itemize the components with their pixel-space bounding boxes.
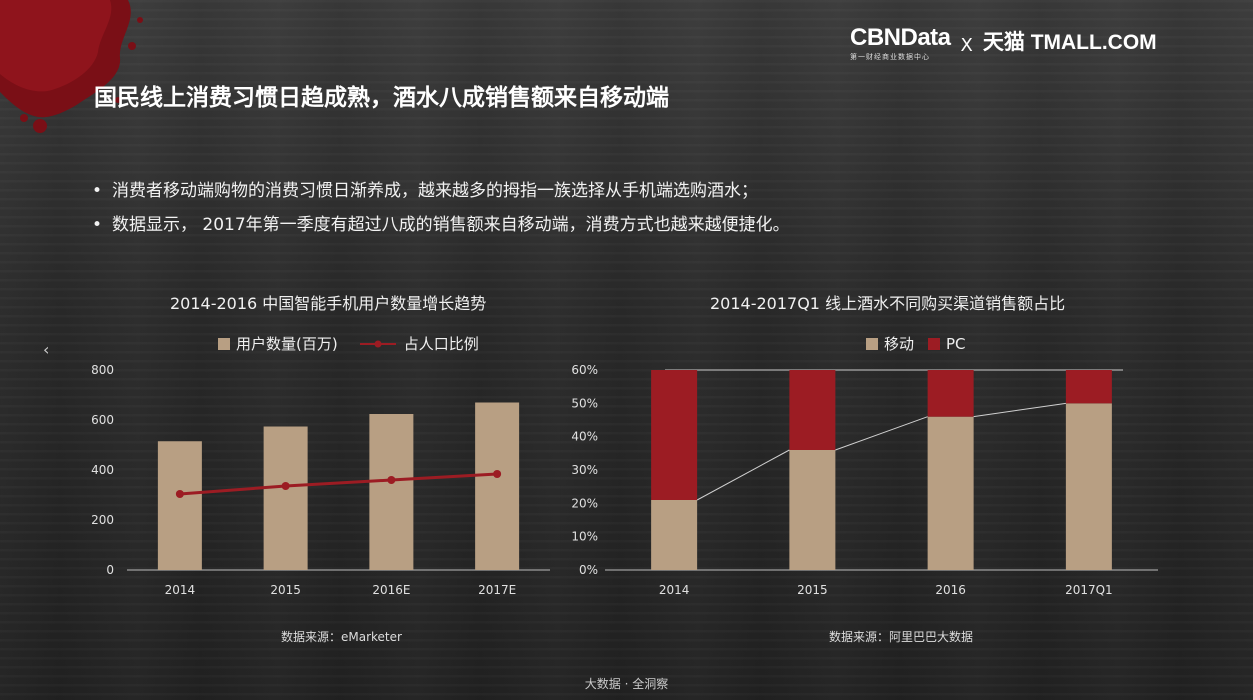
chart1-plot: 0 200 400 600 800 2014 2015 2016E 2017E <box>91 363 550 597</box>
y-tick-label: 60% <box>571 363 598 377</box>
bullet-text: 消费者移动端购物的消费习惯日渐养成，越来越多的拇指一族选择从手机端选购酒水； <box>112 181 758 201</box>
bar-mobile <box>927 416 974 570</box>
chart1-legend: 用户数量(百万) 占人口比例 <box>218 333 479 354</box>
brand-separator: X <box>960 35 973 56</box>
legend-label-pc: PC <box>946 334 966 353</box>
footer-slogan: 大数据 · 全洞察 <box>584 677 669 691</box>
cbndata-logo: CBNData 第一财经商业数据中心 <box>850 26 951 62</box>
page-title: 国民线上消费习惯日趋成熟，酒水八成销售额来自移动端 <box>94 85 669 111</box>
bar-users <box>475 402 520 570</box>
previous-slide-arrow-icon[interactable]: ‹ <box>43 340 50 359</box>
bullet-text: 数据显示， 2017年第一季度有超过八成的销售额来自移动端，消费方式也越来越便捷… <box>112 215 790 235</box>
y-tick-label: 200 <box>91 513 114 527</box>
cbndata-logo-text: CBNData <box>850 24 951 51</box>
bar-users <box>369 414 414 570</box>
chart1-source: 数据来源：eMarketer <box>281 630 402 644</box>
bar-pc <box>789 370 836 450</box>
bullet-item: • 数据显示， 2017年第一季度有超过八成的销售额来自移动端，消费方式也越来越便… <box>92 215 790 235</box>
y-tick-label: 10% <box>571 530 598 544</box>
x-tick-label: 2014 <box>659 583 690 597</box>
bar-mobile <box>651 500 698 570</box>
ratio-point <box>175 490 184 498</box>
legend-label-ratio: 占人口比例 <box>403 335 479 353</box>
x-tick-label: 2016 <box>935 583 966 597</box>
ratio-line <box>179 472 498 496</box>
bar-pc <box>651 370 698 500</box>
mobile-connector-line <box>973 402 1066 418</box>
y-tick-label: 50% <box>571 396 598 410</box>
chart2-plot: 0% 10% 20% 30% 40% 50% 60% 2014 2015 2016 2017Q1 <box>571 363 1158 597</box>
ratio-point <box>493 470 502 478</box>
chart1-title: 2014-2016 中国智能手机用户数量增长趋势 <box>170 294 487 313</box>
y-tick-label: 20% <box>571 496 598 510</box>
y-tick-label: 800 <box>91 363 114 377</box>
x-tick-label: 2015 <box>270 583 301 597</box>
y-tick-label: 40% <box>571 430 598 444</box>
mobile-connector-line <box>696 449 790 501</box>
legend-swatch-mobile <box>866 337 878 350</box>
bullet-list: • 消费者移动端购物的消费习惯日渐养成，越来越多的拇指一族选择从手机端选购酒水； … <box>92 176 790 244</box>
wine-splash-decoration <box>0 0 143 133</box>
bullet-item: • 消费者移动端购物的消费习惯日渐养成，越来越多的拇指一族选择从手机端选购酒水； <box>92 181 758 201</box>
legend-swatch-users <box>218 337 230 350</box>
y-tick-label: 0% <box>579 563 598 577</box>
brand-header: CBNData 第一财经商业数据中心 X 天猫 TMALL.COM <box>850 26 1157 62</box>
legend-label-mobile: 移动 <box>884 335 915 353</box>
bar-users <box>263 426 308 570</box>
cbndata-logo-subtitle: 第一财经商业数据中心 <box>850 53 930 61</box>
tmall-logo-text: 天猫 TMALL.COM <box>982 31 1157 54</box>
ratio-point <box>387 476 396 484</box>
chart2-legend: 移动 PC <box>866 333 966 354</box>
y-tick-label: 0 <box>106 563 114 577</box>
legend-swatch-ratio <box>359 340 396 347</box>
chart2-source: 数据来源：阿里巴巴大数据 <box>829 630 974 644</box>
x-tick-label: 2017Q1 <box>1065 583 1113 597</box>
legend-swatch-pc <box>928 337 941 350</box>
bar-users <box>157 441 202 570</box>
bar-mobile <box>789 450 836 570</box>
chart2-title: 2014-2017Q1 线上酒水不同购买渠道销售额占比 <box>710 294 1066 313</box>
x-tick-label: 2015 <box>797 583 828 597</box>
ratio-point <box>281 482 290 490</box>
bar-pc <box>927 370 974 417</box>
y-tick-label: 600 <box>91 413 114 427</box>
legend-label-users: 用户数量(百万) <box>236 335 338 353</box>
y-tick-label: 400 <box>91 463 114 477</box>
x-tick-label: 2017E <box>478 583 516 597</box>
bar-pc <box>1065 370 1112 404</box>
x-tick-label: 2016E <box>372 583 410 597</box>
x-tick-label: 2014 <box>165 583 196 597</box>
mobile-connector-line <box>835 416 928 451</box>
bar-mobile <box>1065 403 1112 570</box>
y-tick-label: 30% <box>571 463 598 477</box>
